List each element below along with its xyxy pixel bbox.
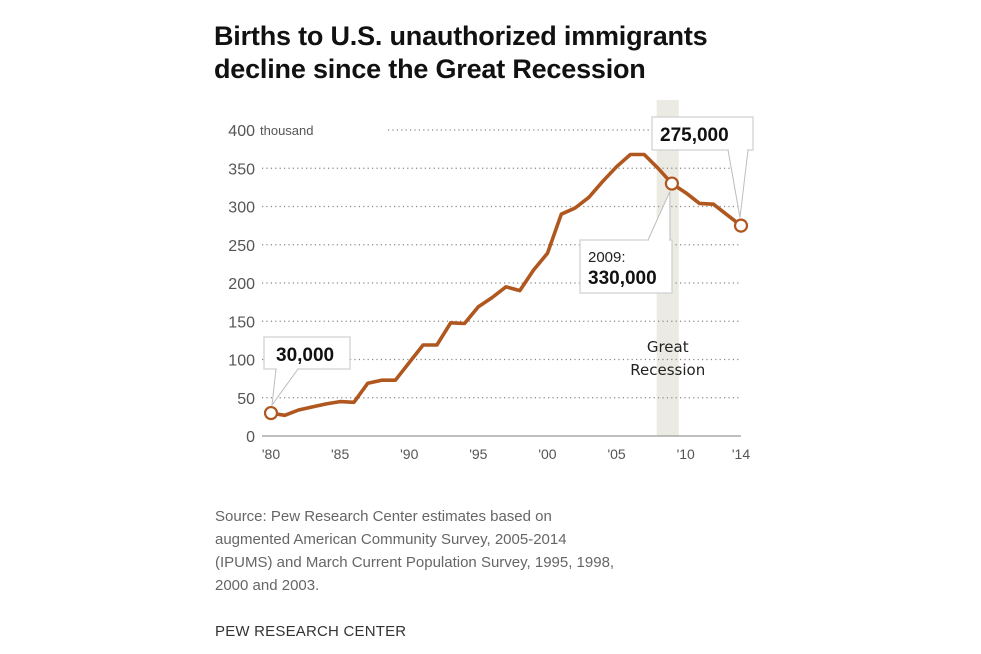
brand-label: PEW RESEARCH CENTER [215,623,407,640]
callout-2014-pointer [727,149,749,218]
x-tick-label: '85 [331,446,349,462]
region-label-line: Great [647,338,689,356]
y-tick-label: 350 [228,161,255,178]
source-line-3: (IPUMS) and March Current Population Sur… [215,554,615,571]
x-tick-label: '14 [732,446,750,462]
x-tick-label: '90 [400,446,418,462]
y-tick-label: 400 [228,123,255,140]
callout-1980-pointer [271,368,299,407]
source-line-2: augmented American Community Survey, 200… [215,531,567,548]
y-tick-label: 250 [228,238,255,255]
x-tick-label: '00 [538,446,556,462]
highlight-marker [733,218,749,233]
series-line [269,152,743,418]
chart-title-line-2: decline since the Great Recession [214,54,646,84]
great-recession-label: Great Recession [630,338,705,379]
chart-title: Births to U.S. unauthorized immigrants d… [214,20,774,86]
y-tick-label: 50 [237,391,255,408]
callout-1980-text: 30,000 [276,345,334,366]
callouts: 30,000 2009: 330,000 275,000 [263,116,754,407]
x-tick-label: '05 [607,446,625,462]
callout-2009-text: 2009: [588,249,626,266]
y-tick-label: 200 [228,276,255,293]
y-tick-label: 150 [228,314,255,331]
y-unit-label: thousand [260,123,314,138]
callout-2009-box [579,239,673,294]
x-tick-label: '95 [469,446,487,462]
x-tick-label: '80 [262,446,280,462]
y-tick-label: 0 [246,429,255,446]
y-tick-label: 100 [228,353,255,370]
callout-2014-text: 275,000 [660,125,729,146]
callout-1980: 30,000 [263,336,351,407]
chart-title-line-1: Births to U.S. unauthorized immigrants [214,21,708,51]
source-note: Source: Pew Research Center estimates ba… [215,505,645,597]
markers [263,176,749,421]
callout-2009-text: 330,000 [588,268,657,289]
source-line-1: Source: Pew Research Center estimates ba… [215,508,552,525]
highlight-marker [664,176,679,191]
y-axis-ticks: 0 50 100 150 200 250 300 350 400 thousand [228,123,313,446]
x-tick-label: '10 [677,446,695,462]
source-line-4: 2000 and 2003. [215,577,320,594]
callout-2014: 275,000 [651,116,754,218]
highlight-marker [263,405,279,421]
callout-1980-box [263,336,351,370]
x-axis-ticks: '80 '85 '90 '95 '00 '05 '10 '14 [262,446,750,462]
callout-2009: 2009: 330,000 [579,191,673,294]
y-tick-label: 300 [228,200,255,217]
region-label-line: Recession [630,361,705,379]
callout-2014-box [651,116,754,151]
